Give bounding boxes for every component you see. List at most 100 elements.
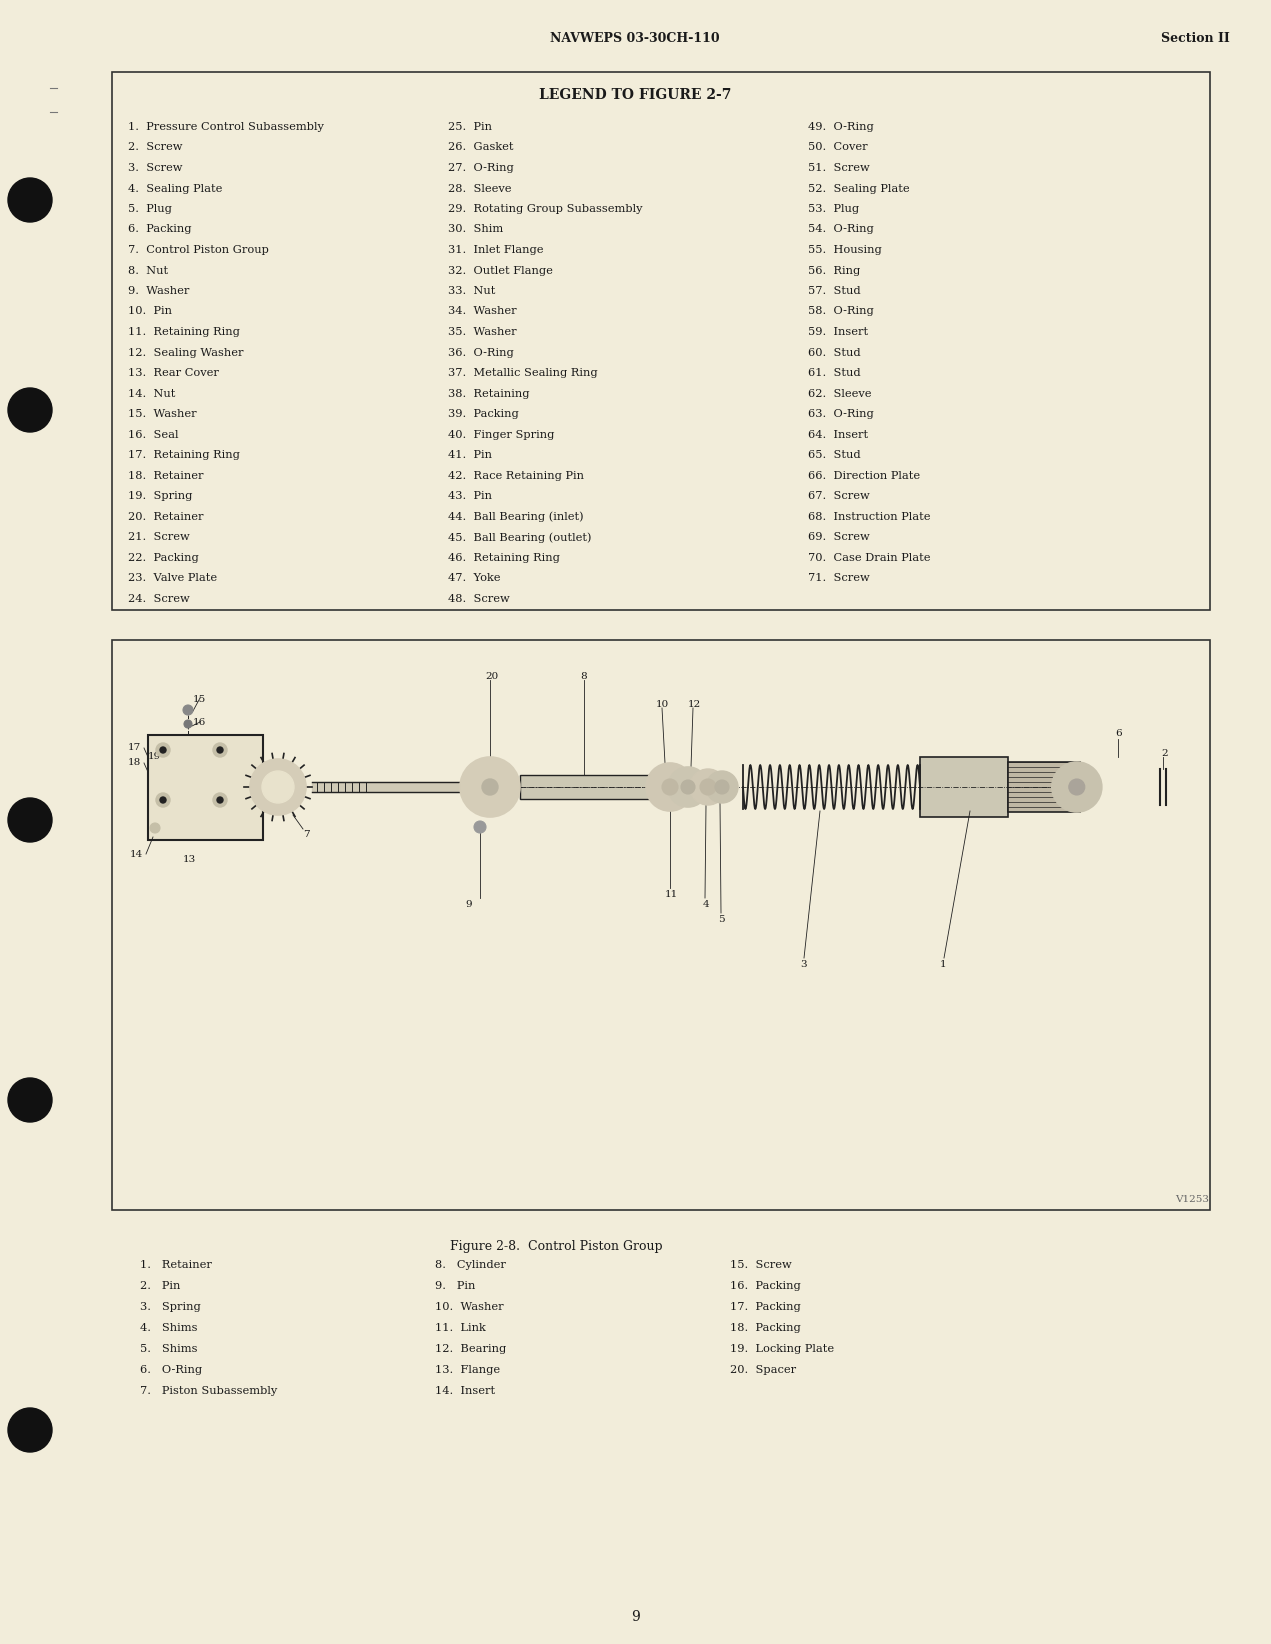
Text: 13.  Flange: 13. Flange	[435, 1365, 500, 1374]
Circle shape	[1069, 779, 1085, 796]
Text: 46.  Retaining Ring: 46. Retaining Ring	[447, 552, 559, 562]
Circle shape	[482, 779, 498, 796]
Text: 12.  Bearing: 12. Bearing	[435, 1345, 506, 1355]
Text: 48.  Screw: 48. Screw	[447, 593, 510, 603]
Circle shape	[705, 771, 738, 802]
Bar	[920, 756, 1008, 817]
Circle shape	[156, 792, 170, 807]
Text: 5.   Shims: 5. Shims	[140, 1345, 197, 1355]
Text: 44.  Ball Bearing (inlet): 44. Ball Bearing (inlet)	[447, 511, 583, 523]
Text: NAVWEPS 03-30CH-110: NAVWEPS 03-30CH-110	[550, 31, 719, 44]
Text: 43.  Pin: 43. Pin	[447, 492, 492, 501]
Circle shape	[1052, 763, 1102, 812]
Text: 11: 11	[665, 889, 679, 899]
Text: 14.  Nut: 14. Nut	[128, 388, 175, 398]
Text: 15.  Washer: 15. Washer	[128, 409, 197, 419]
Circle shape	[217, 746, 222, 753]
Text: 31.  Inlet Flange: 31. Inlet Flange	[447, 245, 544, 255]
Text: 67.  Screw: 67. Screw	[808, 492, 869, 501]
Text: 11.  Link: 11. Link	[435, 1323, 486, 1333]
Text: 36.  O-Ring: 36. O-Ring	[447, 347, 513, 357]
Text: 4.  Sealing Plate: 4. Sealing Plate	[128, 184, 222, 194]
Text: 49.  O-Ring: 49. O-Ring	[808, 122, 873, 132]
Bar	[112, 72, 1210, 610]
Text: 27.  O-Ring: 27. O-Ring	[447, 163, 513, 173]
Text: 51.  Screw: 51. Screw	[808, 163, 869, 173]
Text: 26.  Gasket: 26. Gasket	[447, 143, 513, 153]
Circle shape	[150, 824, 160, 834]
Text: 60.  Stud: 60. Stud	[808, 347, 860, 357]
Text: 52.  Sealing Plate: 52. Sealing Plate	[808, 184, 910, 194]
Text: 37.  Metallic Sealing Ring: 37. Metallic Sealing Ring	[447, 368, 597, 378]
Circle shape	[183, 705, 193, 715]
Text: 55.  Housing: 55. Housing	[808, 245, 882, 255]
Text: 22.  Packing: 22. Packing	[128, 552, 198, 562]
Text: 47.  Yoke: 47. Yoke	[447, 574, 501, 584]
Text: 5: 5	[718, 916, 724, 924]
Text: 16.  Seal: 16. Seal	[128, 429, 178, 439]
Text: 12.  Sealing Washer: 12. Sealing Washer	[128, 347, 244, 357]
Bar	[112, 640, 1210, 1210]
Text: LEGEND TO FIGURE 2-7: LEGEND TO FIGURE 2-7	[539, 89, 731, 102]
Text: 41.  Pin: 41. Pin	[447, 450, 492, 460]
Text: 13: 13	[183, 855, 196, 865]
Text: 3.  Screw: 3. Screw	[128, 163, 183, 173]
Circle shape	[474, 820, 486, 834]
Text: 17.  Retaining Ring: 17. Retaining Ring	[128, 450, 240, 460]
Text: 18: 18	[128, 758, 141, 768]
Circle shape	[8, 1407, 52, 1452]
Text: 65.  Stud: 65. Stud	[808, 450, 860, 460]
Text: 17: 17	[128, 743, 141, 751]
Text: 3.   Spring: 3. Spring	[140, 1302, 201, 1312]
Circle shape	[160, 797, 167, 802]
Text: V1253: V1253	[1174, 1195, 1209, 1203]
Text: 32.  Outlet Flange: 32. Outlet Flange	[447, 265, 553, 276]
Bar	[1008, 763, 1080, 812]
Text: 4.   Shims: 4. Shims	[140, 1323, 197, 1333]
Text: 19.  Spring: 19. Spring	[128, 492, 192, 501]
Text: 70.  Case Drain Plate: 70. Case Drain Plate	[808, 552, 930, 562]
Text: 16: 16	[193, 718, 206, 727]
Text: 9.  Washer: 9. Washer	[128, 286, 189, 296]
Text: 14: 14	[130, 850, 144, 860]
Bar	[520, 774, 649, 799]
Text: 7.   Piston Subassembly: 7. Piston Subassembly	[140, 1386, 277, 1396]
Circle shape	[250, 760, 306, 815]
Text: 59.  Insert: 59. Insert	[808, 327, 868, 337]
Text: 15: 15	[193, 695, 206, 704]
Text: 68.  Instruction Plate: 68. Instruction Plate	[808, 511, 930, 521]
Circle shape	[700, 779, 716, 796]
Circle shape	[214, 743, 228, 756]
Text: 30.  Shim: 30. Shim	[447, 225, 503, 235]
Text: 17.  Packing: 17. Packing	[730, 1302, 801, 1312]
Text: 58.  O-Ring: 58. O-Ring	[808, 306, 873, 317]
Text: 21.  Screw: 21. Screw	[128, 533, 189, 543]
Text: 34.  Washer: 34. Washer	[447, 306, 516, 317]
Text: 12: 12	[688, 700, 702, 709]
Text: 20: 20	[486, 672, 498, 681]
Circle shape	[8, 388, 52, 432]
Circle shape	[160, 746, 167, 753]
Text: 9: 9	[630, 1609, 639, 1624]
Text: 9: 9	[465, 899, 472, 909]
Text: 18.  Packing: 18. Packing	[730, 1323, 801, 1333]
Text: 10.  Washer: 10. Washer	[435, 1302, 503, 1312]
Text: 56.  Ring: 56. Ring	[808, 265, 860, 276]
Text: 57.  Stud: 57. Stud	[808, 286, 860, 296]
Text: 3: 3	[799, 960, 807, 968]
Text: 13.  Rear Cover: 13. Rear Cover	[128, 368, 219, 378]
Circle shape	[8, 178, 52, 222]
Text: 5.  Plug: 5. Plug	[128, 204, 172, 214]
Text: 20.  Retainer: 20. Retainer	[128, 511, 203, 521]
Text: 18.  Retainer: 18. Retainer	[128, 470, 203, 480]
Circle shape	[8, 1078, 52, 1121]
Text: 20.  Spacer: 20. Spacer	[730, 1365, 796, 1374]
Text: 61.  Stud: 61. Stud	[808, 368, 860, 378]
Text: 25.  Pin: 25. Pin	[447, 122, 492, 132]
Circle shape	[669, 768, 708, 807]
Text: 64.  Insert: 64. Insert	[808, 429, 868, 439]
Text: 6.   O-Ring: 6. O-Ring	[140, 1365, 202, 1374]
Text: 2.   Pin: 2. Pin	[140, 1281, 180, 1291]
Text: 53.  Plug: 53. Plug	[808, 204, 859, 214]
Text: 69.  Screw: 69. Screw	[808, 533, 869, 543]
